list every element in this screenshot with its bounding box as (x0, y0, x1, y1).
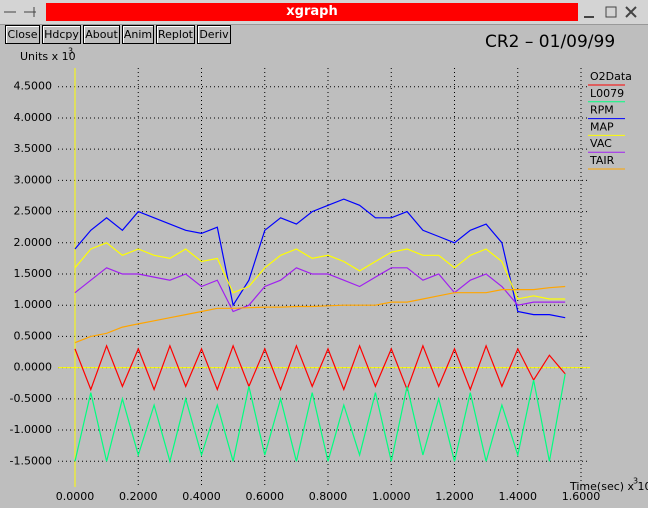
button[interactable]: Replot (156, 25, 195, 44)
chart-title: CR2 – 01/09/99 (485, 32, 615, 52)
y-tick-label: 0.0000 (14, 361, 53, 374)
y-axis-label-exponent: 3 (68, 47, 73, 56)
y-tick-label: -1.5000 (10, 454, 52, 467)
button[interactable]: Deriv (197, 25, 231, 44)
y-tick-label: 1.5000 (14, 267, 53, 280)
legend-label: VAC (590, 137, 612, 150)
button[interactable]: Close (5, 25, 40, 44)
x-tick-label: 1.4000 (499, 490, 538, 503)
legend-label: TAIR (589, 154, 615, 167)
legend-label: L0079 (590, 87, 624, 100)
y-tick-label: 4.5000 (14, 80, 53, 93)
x-axis-label: Time(sec) x 10 (569, 480, 648, 493)
y-tick-label: 3.5000 (14, 142, 53, 155)
x-tick-label: 0.6000 (246, 490, 285, 503)
button[interactable]: Anim (122, 25, 154, 44)
y-tick-label: 2.0000 (14, 236, 53, 249)
x-tick-label: 0.8000 (309, 490, 348, 503)
legend-label: RPM (590, 104, 614, 117)
legend-label: MAP (590, 120, 614, 133)
x-tick-label: 1.2000 (435, 490, 474, 503)
window-title: xgraph (46, 3, 578, 21)
x-tick-label: 0.4000 (182, 490, 221, 503)
y-tick-label: -1.0000 (10, 423, 52, 436)
series-line (74, 267, 566, 313)
button[interactable]: About (83, 25, 120, 44)
series-line (74, 198, 566, 319)
series-line (74, 285, 566, 344)
x-axis-label-exponent: 3 (633, 477, 638, 486)
y-tick-label: -0.5000 (10, 392, 52, 405)
x-tick-label: 0.2000 (119, 490, 158, 503)
window-menu-icons (4, 7, 36, 17)
x-tick-label: 1.6000 (562, 490, 601, 503)
y-tick-label: 4.0000 (14, 111, 53, 124)
x-tick-label: 0.0000 (56, 490, 95, 503)
series-line (74, 373, 566, 464)
y-tick-label: 3.0000 (14, 173, 53, 186)
series-line (74, 344, 566, 392)
x-tick-label: 1.0000 (372, 490, 411, 503)
title-bar: xgraph (0, 0, 648, 25)
window-controls[interactable] (0, 0, 648, 24)
series-line (74, 242, 566, 300)
y-tick-label: 2.5000 (14, 205, 53, 218)
button[interactable]: Hdcpy (42, 25, 81, 44)
y-tick-label: 1.0000 (14, 298, 53, 311)
legend-label: O2Data (590, 70, 632, 83)
y-axis-label: Units x 10 (20, 50, 76, 63)
y-tick-label: 0.5000 (14, 329, 53, 342)
